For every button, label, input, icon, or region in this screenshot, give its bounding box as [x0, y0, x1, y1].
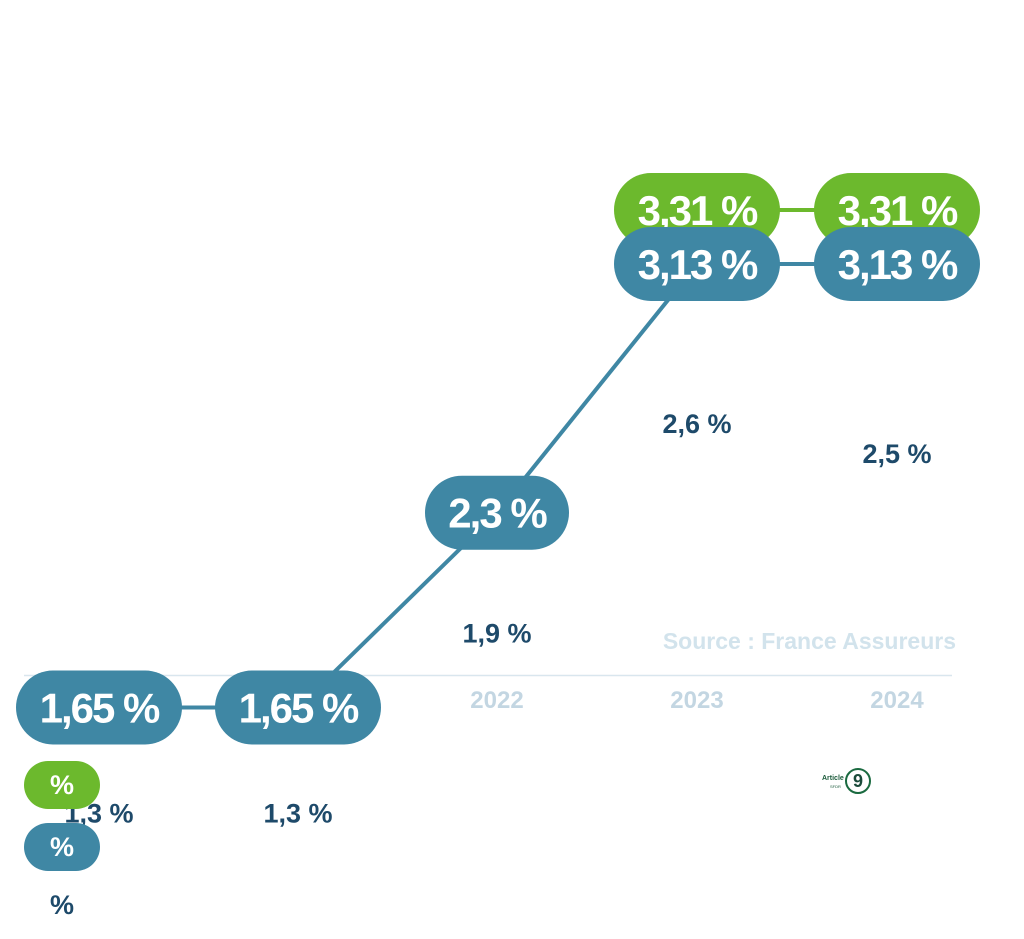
series-1-segment [495, 262, 699, 514]
series-2-data-label: 2,6 % [662, 409, 731, 439]
series-1-pill [215, 670, 381, 745]
series-1-pill [614, 226, 780, 301]
series-2-data-label: 1,9 % [462, 619, 531, 649]
series-1-pill [425, 475, 569, 550]
series-1-data-label: 1,65 % [40, 684, 160, 731]
legend-green-label: % [49, 770, 74, 800]
series-2-data-label: 2,5 % [862, 439, 931, 469]
logo-number: 9 [845, 768, 871, 794]
x-tick-label: 2023 [670, 687, 723, 714]
source-note: Source : France Assureurs [662, 628, 956, 654]
x-tick-label: 2024 [870, 687, 924, 714]
series-1-data-label: 1,65 % [239, 684, 359, 731]
series-1-pill [16, 670, 182, 745]
article-9-logo: Article SFDR 9 [820, 766, 876, 802]
legend-plain-label: % [49, 890, 74, 920]
x-tick-label: 2022 [470, 687, 523, 714]
series-1-pill [814, 226, 980, 301]
series-1-data-label: 3,13 % [638, 241, 758, 288]
series-1-data-label: 2,3 % [448, 490, 547, 537]
series-0-data-label: 3,31 % [838, 187, 958, 234]
series-1-data-label: 3,13 % [838, 241, 958, 288]
logo-sub: SFDR [830, 784, 841, 789]
legend-blue-label: % [49, 832, 74, 862]
legend-green-pill: % [24, 761, 100, 809]
series-0-data-label: 3,31 % [638, 187, 758, 234]
legend-blue-pill: % [24, 823, 100, 871]
series-2-data-label: 1,3 % [263, 798, 332, 828]
logo-word: Article [822, 775, 844, 782]
